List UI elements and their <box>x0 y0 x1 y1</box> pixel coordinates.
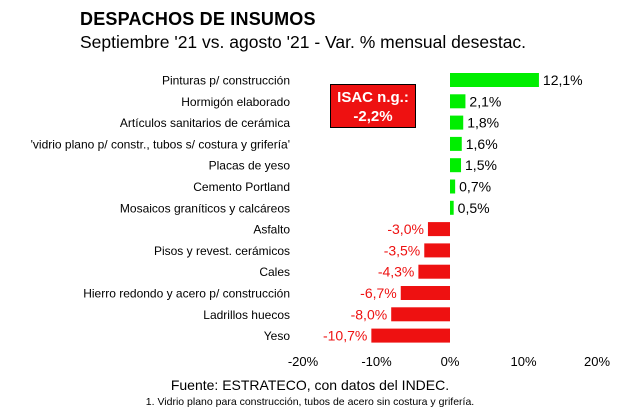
bar-9 <box>418 264 450 279</box>
bar-4 <box>450 158 462 173</box>
category-label: Hierro redondo y acero p/ construcción <box>83 287 290 301</box>
chart-title: DESPACHOS DE INSUMOS <box>80 9 316 29</box>
chart-subtitle: Septiembre '21 vs. agosto '21 - Var. % m… <box>80 32 527 52</box>
footnote: 1. Vidrio plano para construcción, tubos… <box>145 396 475 408</box>
bar-10 <box>400 286 450 300</box>
value-label: -3,5% <box>384 242 421 258</box>
x-tick-label: -10% <box>361 354 392 369</box>
source-note: Fuente: ESTRATECO, con datos del INDEC. <box>170 377 450 393</box>
isac-callout-value: -2,2% <box>353 108 393 125</box>
x-tick-label: 0% <box>441 354 460 369</box>
category-label: Artículos sanitarios de cerámica <box>120 116 290 130</box>
bar-11 <box>391 307 450 322</box>
isac-callout-label: ISAC n.g.: <box>337 89 409 106</box>
bar-3 <box>450 136 462 151</box>
category-label: Hormigón elaborado <box>181 95 290 109</box>
isac-callout: ISAC n.g.: -2,2% <box>330 84 416 128</box>
category-label: 'vidrio plano p/ constr., tubos s/ costu… <box>31 137 290 151</box>
value-label: 1,6% <box>466 136 498 152</box>
bar-5 <box>450 179 456 194</box>
x-tick-label: -20% <box>288 354 319 369</box>
category-label: Mosaicos graníticos y calcáreos <box>120 201 290 215</box>
value-label: -8,0% <box>351 306 388 322</box>
category-label: Pisos y revest. cerámicos <box>154 244 290 258</box>
value-label: -4,3% <box>378 264 415 280</box>
bar-1 <box>450 94 466 109</box>
category-label: Ladrillos huecos <box>203 308 290 322</box>
value-label: 1,5% <box>465 157 497 173</box>
category-label: Cales <box>259 265 290 279</box>
bar-12 <box>371 328 450 343</box>
value-label: -10,7% <box>323 328 367 344</box>
x-tick-label: 10% <box>510 354 536 369</box>
value-label: 1,8% <box>467 115 499 131</box>
value-label: -3,0% <box>387 221 424 237</box>
category-label: Pinturas p/ construcción <box>162 74 290 88</box>
bar-0 <box>450 73 539 87</box>
value-label: -6,7% <box>360 285 397 301</box>
x-tick-label: 20% <box>584 354 610 369</box>
category-label: Placas de yeso <box>209 159 291 173</box>
value-label: 0,7% <box>459 179 491 195</box>
bar-6 <box>450 200 454 215</box>
bar-7 <box>427 222 450 237</box>
bar-8 <box>424 243 450 258</box>
value-label: 12,1% <box>543 72 583 88</box>
category-label: Asfalto <box>253 223 290 237</box>
value-label: 0,5% <box>458 200 490 216</box>
category-label: Yeso <box>264 329 291 343</box>
value-label: 2,1% <box>469 93 501 109</box>
category-label: Cemento Portland <box>193 180 290 194</box>
bar-2 <box>450 115 464 130</box>
